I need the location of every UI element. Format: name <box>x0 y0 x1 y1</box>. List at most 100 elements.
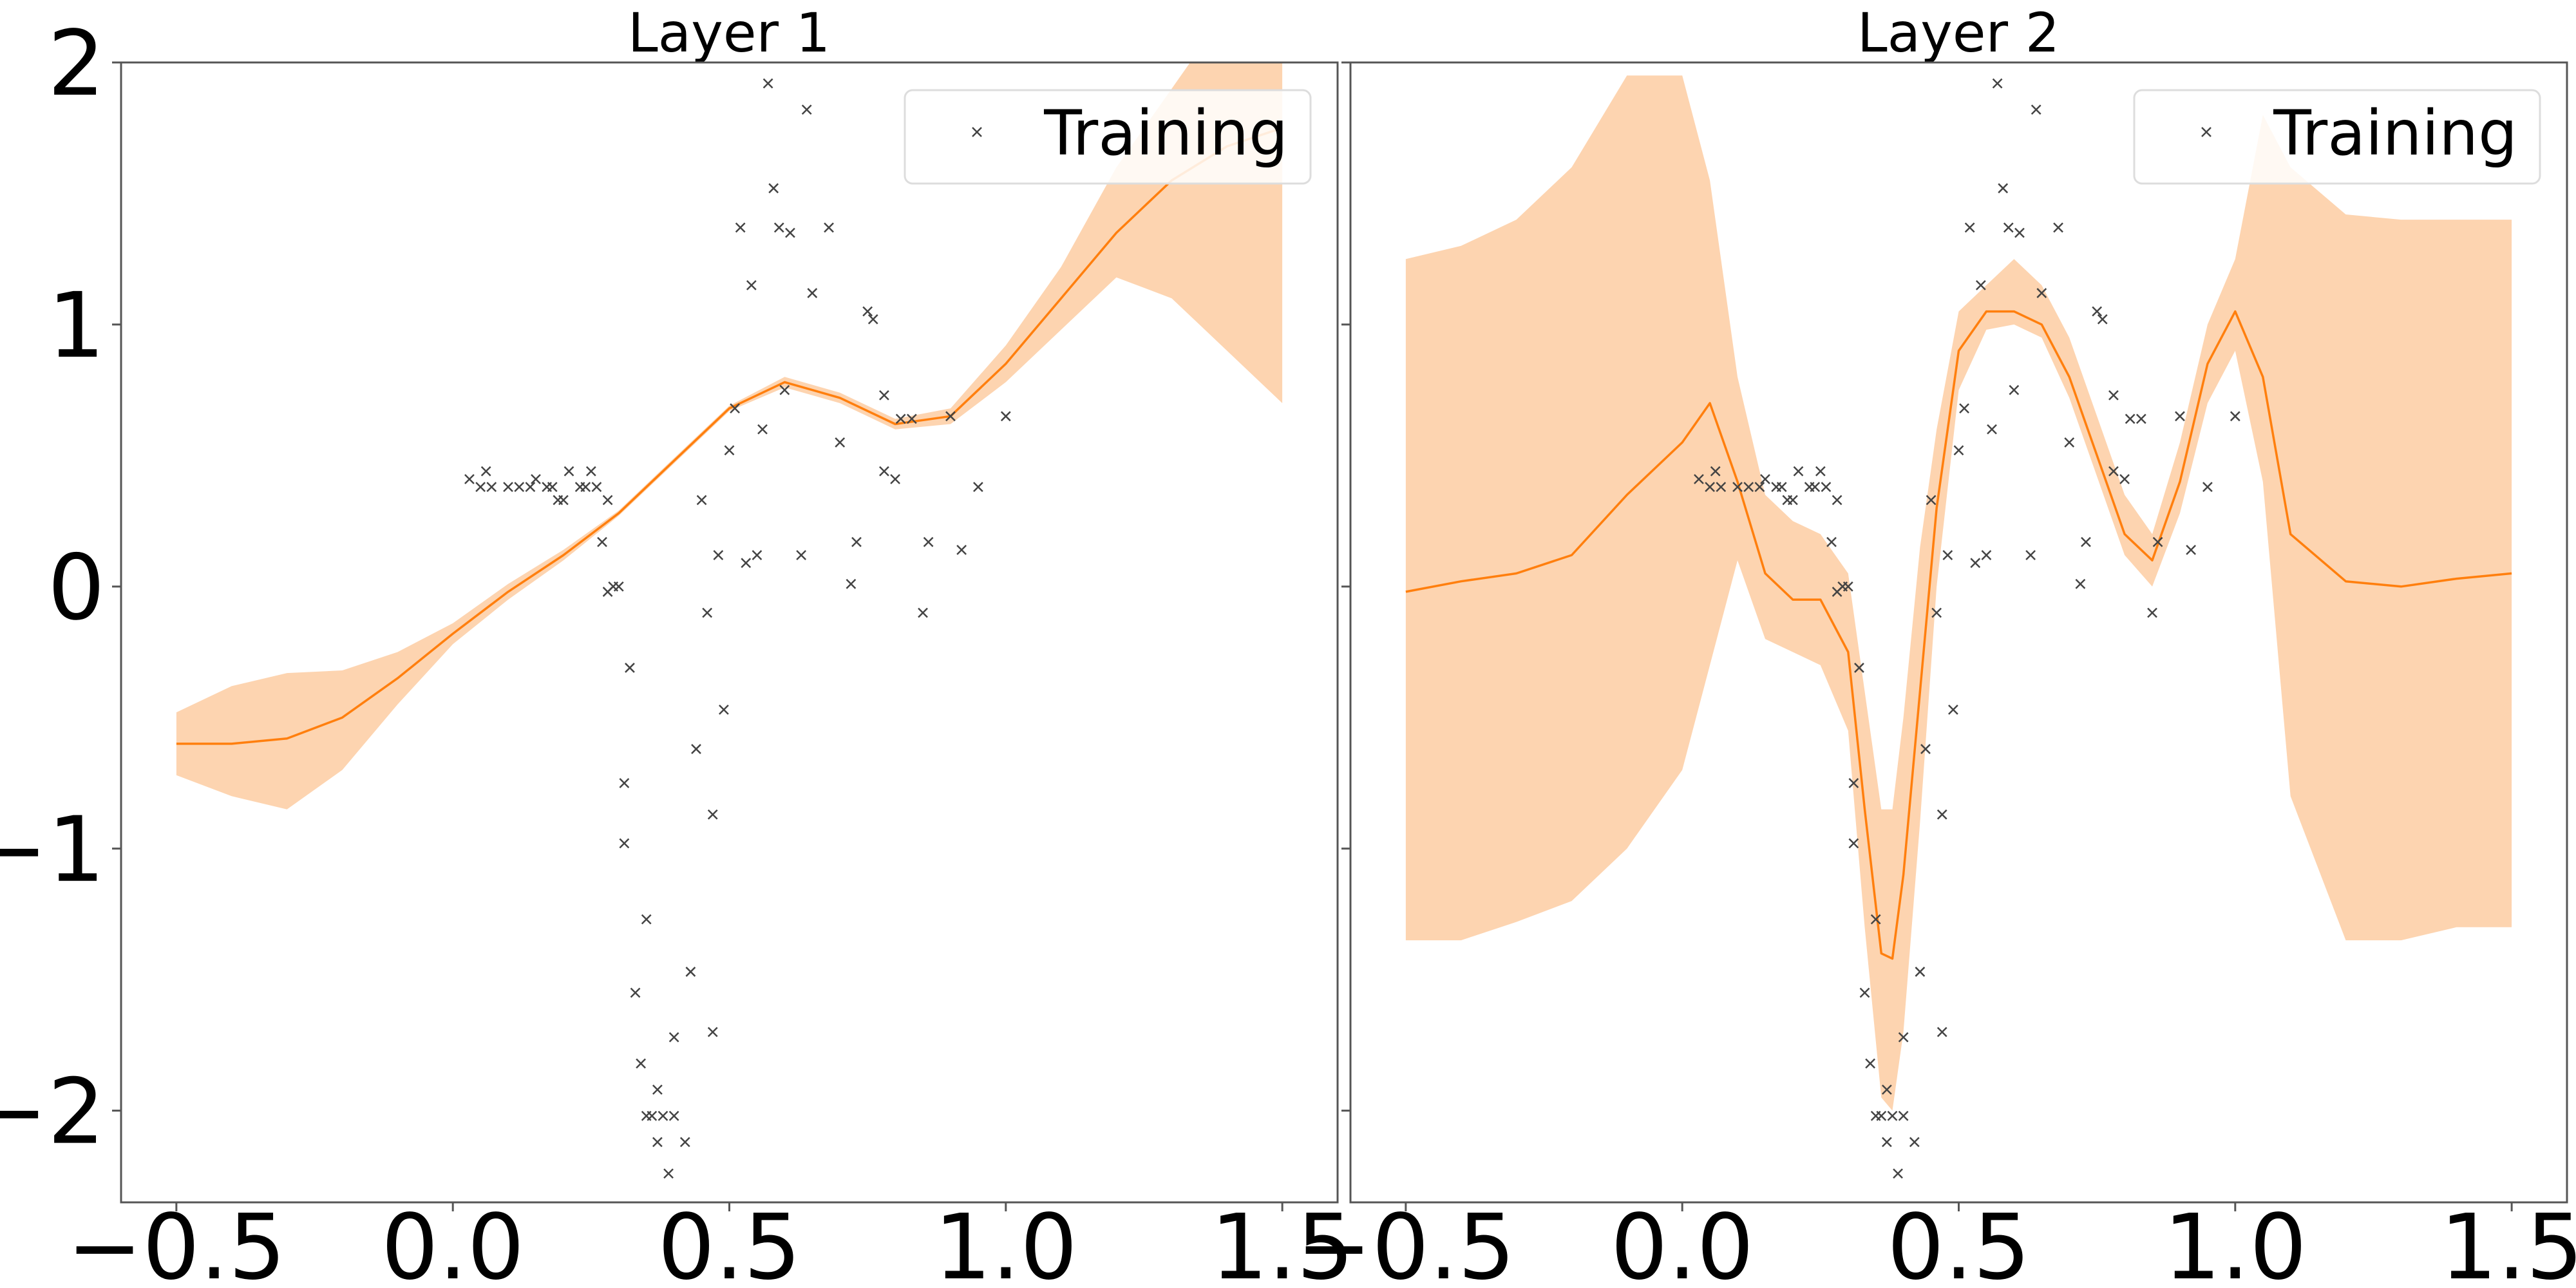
training-point <box>1848 778 1859 788</box>
training-point <box>1937 1027 1947 1037</box>
training-point <box>779 384 790 395</box>
training-point <box>1705 482 1715 493</box>
training-point <box>1937 809 1947 820</box>
training-point <box>824 222 834 233</box>
training-point <box>785 227 795 238</box>
legend: Training <box>2133 89 2541 185</box>
training-point <box>619 778 630 788</box>
training-point <box>762 78 773 89</box>
x-tick-label: 1.0 <box>934 1195 1077 1288</box>
training-point <box>663 1168 674 1179</box>
training-point <box>1998 183 2009 194</box>
panel-layer-2: Layer 2 −0.5 0.0 0.5 1.0 1.5 Training <box>1296 1 2576 1288</box>
training-point <box>1898 1032 1909 1043</box>
x-tick-label: 0.5 <box>658 1195 801 1288</box>
training-point <box>1915 967 1926 977</box>
training-point <box>890 474 900 484</box>
training-point <box>2108 466 2119 477</box>
training-point <box>973 482 983 493</box>
x-tick-label: 1.0 <box>2163 1195 2307 1288</box>
training-point <box>602 495 613 506</box>
training-point <box>2125 413 2136 424</box>
training-point <box>713 550 724 560</box>
training-point <box>906 413 917 424</box>
training-point <box>2136 413 2146 424</box>
training-point <box>2025 550 2036 560</box>
training-point <box>1815 466 1826 477</box>
training-point <box>486 482 497 493</box>
training-point <box>1694 474 1704 484</box>
training-point <box>531 474 541 484</box>
training-point <box>1898 1110 1909 1121</box>
x-tick-label: 0.0 <box>1611 1195 1754 1288</box>
legend-box <box>2133 89 2541 185</box>
legend-marker-cross <box>2201 127 2211 137</box>
training-point <box>668 1110 679 1121</box>
training-point <box>2036 288 2047 298</box>
training-point <box>2053 222 2063 233</box>
training-point <box>1959 403 1969 413</box>
training-point <box>862 306 873 317</box>
mean-line <box>176 127 1283 745</box>
training-point <box>2152 536 2163 547</box>
training-point <box>1859 987 1870 998</box>
training-point <box>636 1058 647 1069</box>
training-point <box>1832 495 1842 506</box>
training-point <box>580 482 591 493</box>
training-point <box>773 222 784 233</box>
training-point <box>597 536 607 547</box>
training-point <box>591 482 602 493</box>
training-point <box>1826 536 1837 547</box>
training-point <box>2230 411 2240 422</box>
training-point <box>1893 1168 1903 1179</box>
y-tick-label: 0 <box>48 536 105 641</box>
training-point <box>1821 482 1832 493</box>
training-point <box>1865 1058 1876 1069</box>
y-tick-label: 1 <box>48 274 105 379</box>
training-point <box>685 967 696 977</box>
training-point <box>1760 474 1770 484</box>
training-point <box>464 474 475 484</box>
training-point <box>1716 482 1727 493</box>
training-point <box>730 403 740 413</box>
training-point <box>707 1027 718 1037</box>
training-point <box>1975 279 1986 290</box>
training-point <box>1931 607 1942 618</box>
training-point <box>1842 581 1853 592</box>
y-tick-label: −2 <box>0 1060 105 1165</box>
training-point <box>525 482 536 493</box>
training-point <box>558 495 569 506</box>
training-point <box>630 987 641 998</box>
training-point <box>1776 482 1787 493</box>
training-point <box>895 413 906 424</box>
training-point <box>801 104 812 115</box>
training-point <box>2119 474 2130 484</box>
training-point <box>2186 544 2197 555</box>
training-point <box>1942 550 1953 560</box>
training-point <box>691 744 701 754</box>
training-point <box>1732 482 1743 493</box>
x-tick-label: −0.5 <box>1296 1195 1515 1288</box>
mean-line <box>1405 310 2512 960</box>
training-point <box>1953 445 1964 456</box>
training-point <box>1810 482 1821 493</box>
training-point <box>2009 384 2020 395</box>
training-point <box>1754 482 1765 493</box>
training-point <box>923 536 934 547</box>
x-tick-label: 0.5 <box>1887 1195 2031 1288</box>
training-point <box>1848 838 1859 849</box>
training-point <box>735 222 746 233</box>
training-point <box>652 1084 663 1095</box>
training-point <box>652 1137 663 1148</box>
y-tick-label: −1 <box>0 798 105 903</box>
training-point <box>2202 482 2213 493</box>
panel-title: Layer 2 <box>1857 1 2060 64</box>
training-point <box>1743 482 1754 493</box>
training-point <box>668 1032 679 1043</box>
training-point <box>2081 536 2091 547</box>
training-point <box>619 838 630 849</box>
training-point <box>585 466 596 477</box>
x-tick-label: 1.5 <box>1211 1195 1354 1288</box>
training-point <box>564 466 574 477</box>
